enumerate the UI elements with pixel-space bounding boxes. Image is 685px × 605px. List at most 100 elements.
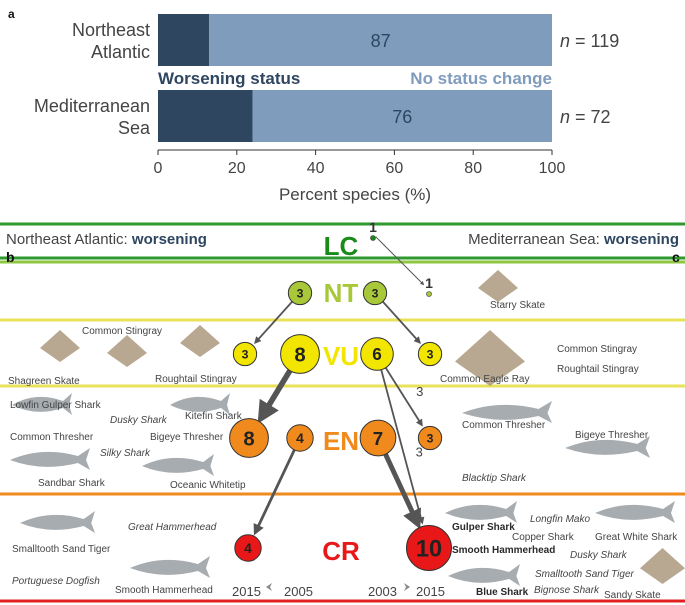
species-label: Oceanic Whitetip: [170, 480, 246, 491]
n-label: n = 119: [560, 31, 619, 51]
species-label: Copper Shark: [512, 532, 575, 543]
species-labels: Starry Skate Common Stingray Shagreen Skat…: [8, 300, 678, 601]
species-label: Great Hammerhead: [128, 522, 217, 533]
n-value: = 72: [570, 107, 611, 127]
category-label: Sea: [118, 118, 151, 138]
species-label: Dusky Shark: [110, 415, 168, 426]
category-label-vu: VU: [323, 341, 359, 371]
node-lc: [370, 235, 376, 241]
panel-label-b: b: [6, 249, 15, 265]
time-right-to: 2015: [416, 584, 445, 599]
species-label: Kitefin Shark: [185, 411, 243, 422]
shark-illustration: [445, 501, 517, 523]
species-label: Roughtail Stingray: [557, 364, 639, 375]
species-label: Smooth Hammerhead: [115, 585, 213, 596]
species-label: Gulper Shark: [452, 522, 515, 533]
node-en: [359, 419, 397, 457]
transition-arrow: [383, 453, 421, 530]
x-tick-label: 0: [154, 160, 163, 177]
category-label-en: EN: [323, 426, 359, 456]
category-label-lc: LC: [324, 231, 359, 261]
timeline: 2015 2005 2003 2015: [232, 583, 445, 599]
node-cr: [234, 534, 262, 562]
bar-segment: [158, 90, 253, 142]
species-label: Sandbar Shark: [38, 478, 106, 489]
species-label: Sandy Skate: [604, 590, 661, 601]
node-nt: [362, 280, 388, 306]
node-count: 3: [297, 286, 304, 300]
species-label: Smalltooth Sand Tiger: [12, 544, 111, 555]
species-label: Blacktip Shark: [462, 473, 527, 484]
transition-arrow-label: 3: [416, 384, 423, 399]
species-illustrations: [10, 270, 685, 586]
species-label: Common Thresher: [462, 420, 546, 431]
transition-arrow: [253, 449, 296, 536]
node-count: 3: [427, 431, 434, 445]
transition-arrow: [380, 369, 425, 525]
chevron-right-icon: [404, 583, 410, 591]
shark-illustration: [565, 436, 650, 458]
node-count: 7: [373, 428, 383, 449]
shark-illustration: [10, 448, 90, 470]
time-left-from: 2015: [232, 584, 261, 599]
bar-value-label: 87: [371, 31, 391, 51]
panel-label-c: c: [672, 249, 680, 265]
species-label: Great White Shark: [595, 532, 678, 543]
shark-illustration: [595, 501, 675, 523]
species-label: Dusky Shark: [570, 550, 628, 561]
x-tick-label: 20: [228, 160, 246, 177]
bar-segment: [209, 14, 552, 66]
bar-segment: [158, 14, 210, 66]
species-label: Bigeye Thresher: [575, 430, 649, 441]
species-label: Starry Skate: [490, 300, 545, 311]
shark-illustration: [20, 511, 95, 533]
node-count: 10: [416, 537, 442, 563]
shark-illustration: [130, 556, 210, 578]
panel-bc: LC NT VU EN CR Northeast Atlantic: worsening…: [0, 219, 685, 603]
node-nt: [287, 280, 313, 306]
category-label-cr: CR: [322, 536, 360, 566]
node-count: 3: [427, 347, 434, 361]
node-cr: [406, 525, 452, 571]
bar-value-label: 76: [392, 107, 412, 127]
time-left-to: 2005: [284, 584, 313, 599]
n-symbol: n: [560, 107, 570, 127]
region-titles: Northeast Atlantic: worsening Mediterrane…: [6, 231, 680, 265]
species-label: Bignose Shark: [534, 585, 600, 596]
node-en: [229, 418, 269, 458]
transition-arrow: [254, 301, 293, 344]
ray-illustration: [107, 335, 147, 367]
ray-illustration: [478, 270, 518, 302]
species-label: Common Stingray: [557, 344, 637, 355]
species-label: Blue Shark: [476, 587, 529, 598]
left-title-status: worsening: [131, 231, 207, 248]
node-count: 3: [242, 347, 249, 361]
shark-illustration: [448, 564, 520, 586]
node-nt: [426, 291, 432, 297]
transition-arrow: [384, 367, 423, 427]
left-title-region: Northeast Atlantic:: [6, 231, 132, 248]
category-label: Northeast: [72, 20, 150, 40]
legend-no-change: No status change: [410, 69, 552, 88]
right-title-status: worsening: [603, 231, 679, 248]
ray-illustration: [180, 325, 220, 357]
n-value: = 119: [570, 31, 619, 51]
node-en: [286, 424, 314, 452]
species-label: Silky Shark: [100, 448, 151, 459]
category-label: Atlantic: [91, 42, 150, 62]
shark-illustration: [12, 393, 72, 415]
time-right-from: 2003: [368, 584, 397, 599]
right-title-region: Mediterranean Sea:: [468, 231, 604, 248]
species-label: Smalltooth Sand Tiger: [535, 569, 635, 580]
node-count: 1: [425, 275, 433, 291]
node-count: 4: [244, 540, 252, 556]
node-vu: [232, 341, 258, 367]
species-label: Roughtail Stingray: [155, 374, 237, 385]
ray-illustration: [40, 330, 80, 362]
right-title: Mediterranean Sea: worsening: [468, 231, 679, 248]
bar-segment: [252, 90, 552, 142]
ray-illustration: [640, 548, 685, 584]
species-label: Common Eagle Ray: [440, 374, 529, 385]
